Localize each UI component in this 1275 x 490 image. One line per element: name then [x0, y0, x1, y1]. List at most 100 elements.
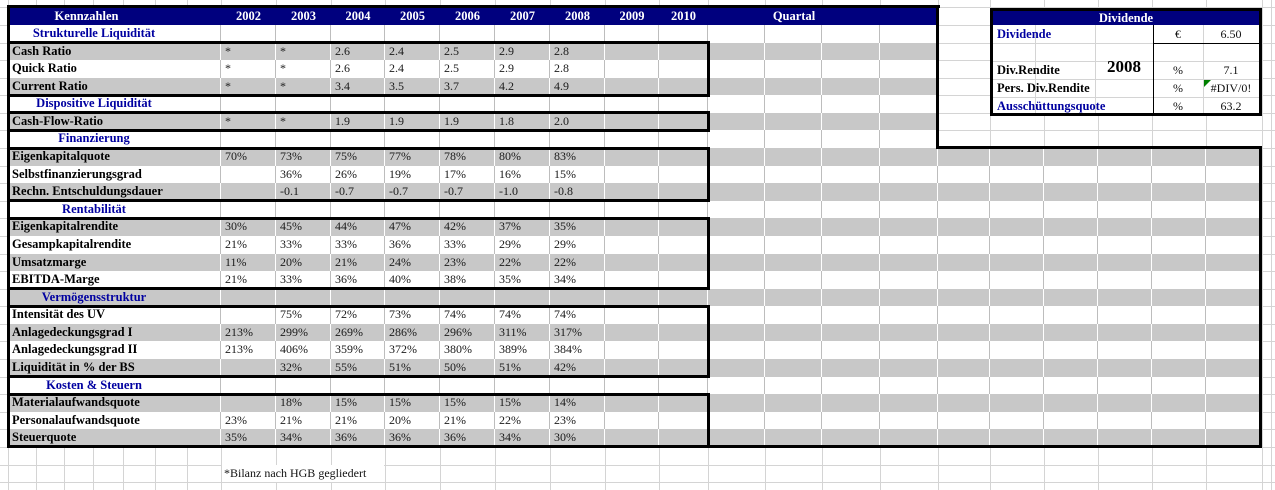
cell[interactable] [659, 235, 708, 254]
cell[interactable] [659, 253, 708, 272]
cell[interactable]: 36% [276, 165, 331, 184]
cell[interactable] [938, 253, 990, 272]
cell[interactable] [550, 200, 605, 219]
cell[interactable] [1206, 359, 1262, 377]
cell[interactable] [708, 218, 765, 236]
cell[interactable] [708, 183, 765, 201]
cell[interactable] [1206, 377, 1262, 395]
cell[interactable] [765, 235, 822, 254]
cell[interactable] [605, 323, 659, 342]
cell[interactable] [822, 77, 880, 96]
cell[interactable] [708, 60, 765, 78]
cell[interactable]: 36% [385, 429, 440, 447]
cell[interactable]: 286% [385, 323, 440, 342]
cell[interactable] [938, 394, 990, 412]
cell[interactable] [822, 95, 880, 113]
cell[interactable] [1098, 148, 1152, 166]
cell[interactable]: 406% [276, 341, 331, 360]
cell[interactable] [822, 341, 880, 360]
row-label-cell[interactable]: Cash Ratio [8, 42, 221, 61]
dividende-unit-cell[interactable]: % [1173, 63, 1183, 77]
cell[interactable] [880, 218, 938, 236]
cell[interactable] [605, 253, 659, 272]
cell[interactable]: 80% [495, 148, 550, 166]
cell[interactable] [1152, 323, 1206, 342]
cell[interactable]: 26% [331, 165, 385, 184]
cell[interactable]: 213% [221, 341, 276, 360]
cell[interactable] [880, 376, 938, 395]
cell[interactable]: 73% [385, 306, 440, 324]
cell[interactable]: 380% [440, 341, 495, 360]
cell[interactable]: 44% [331, 218, 385, 236]
cell[interactable] [221, 200, 276, 219]
cell[interactable] [1152, 183, 1206, 201]
cell[interactable] [880, 78, 938, 96]
cell[interactable] [1206, 394, 1262, 412]
column-header-2008[interactable]: 2008 [565, 9, 590, 23]
cell[interactable] [708, 341, 765, 360]
column-header-2002[interactable]: 2002 [236, 9, 261, 23]
cell[interactable] [221, 376, 276, 395]
cell[interactable]: 55% [331, 359, 385, 377]
cell[interactable] [822, 200, 880, 219]
cell[interactable]: -0.7 [385, 183, 440, 201]
cell[interactable] [765, 25, 822, 43]
cell[interactable] [765, 148, 822, 166]
column-header-2005[interactable]: 2005 [400, 9, 425, 23]
cell[interactable] [1044, 394, 1098, 412]
cell[interactable]: * [221, 77, 276, 96]
cell[interactable]: 21% [331, 411, 385, 430]
cell[interactable] [1152, 394, 1206, 412]
cell[interactable]: * [221, 60, 276, 78]
cell[interactable] [1152, 235, 1206, 254]
cell[interactable] [938, 235, 990, 254]
cell[interactable] [822, 288, 880, 307]
column-header-2009[interactable]: 2009 [619, 9, 645, 23]
cell[interactable] [1206, 254, 1262, 272]
cell[interactable] [880, 183, 938, 201]
cell[interactable] [221, 288, 276, 307]
cell[interactable] [1098, 165, 1152, 184]
cell[interactable]: 34% [550, 271, 605, 289]
dividende-value-cell[interactable]: 63.2 [1220, 99, 1242, 113]
cell[interactable]: 35% [550, 218, 605, 236]
cell[interactable] [708, 323, 765, 342]
cell[interactable] [708, 95, 765, 113]
column-header-2004[interactable]: 2004 [345, 9, 371, 23]
row-label-cell[interactable]: Personalaufwandsquote [8, 411, 221, 430]
cell[interactable] [1044, 306, 1098, 324]
cell[interactable]: 1.9 [440, 112, 495, 131]
cell[interactable] [276, 95, 331, 113]
cell[interactable] [990, 376, 1044, 395]
cell[interactable] [1152, 200, 1206, 219]
cell[interactable]: 29% [495, 235, 550, 254]
cell[interactable] [1098, 323, 1152, 342]
cell[interactable] [765, 183, 822, 201]
cell[interactable] [1206, 341, 1262, 359]
cell[interactable] [1152, 376, 1206, 395]
cell[interactable] [1206, 289, 1262, 307]
cell[interactable] [938, 323, 990, 342]
cell[interactable]: 4.9 [550, 77, 605, 96]
cell[interactable]: 21% [331, 253, 385, 272]
cell[interactable]: 2.5 [440, 60, 495, 78]
cell[interactable] [659, 42, 708, 61]
cell[interactable]: 42% [550, 359, 605, 377]
cell[interactable]: 36% [385, 235, 440, 254]
cell[interactable] [708, 376, 765, 395]
row-label-cell[interactable] [8, 376, 221, 395]
cell[interactable]: 2.4 [385, 60, 440, 78]
cell[interactable] [1152, 341, 1206, 360]
cell[interactable]: 3.4 [331, 77, 385, 96]
cell[interactable] [605, 288, 659, 307]
row-label-cell[interactable]: Materialaufwandsquote [8, 394, 221, 412]
cell[interactable]: 372% [385, 341, 440, 360]
cell[interactable] [331, 288, 385, 307]
dividende-year[interactable]: 2008 [1107, 57, 1141, 76]
cell[interactable] [880, 411, 938, 430]
cell[interactable] [938, 271, 990, 289]
cell[interactable]: 269% [331, 323, 385, 342]
cell[interactable]: 33% [276, 235, 331, 254]
cell[interactable] [822, 25, 880, 43]
dividende-row-label[interactable]: Pers. Div.Rendite [997, 81, 1090, 95]
